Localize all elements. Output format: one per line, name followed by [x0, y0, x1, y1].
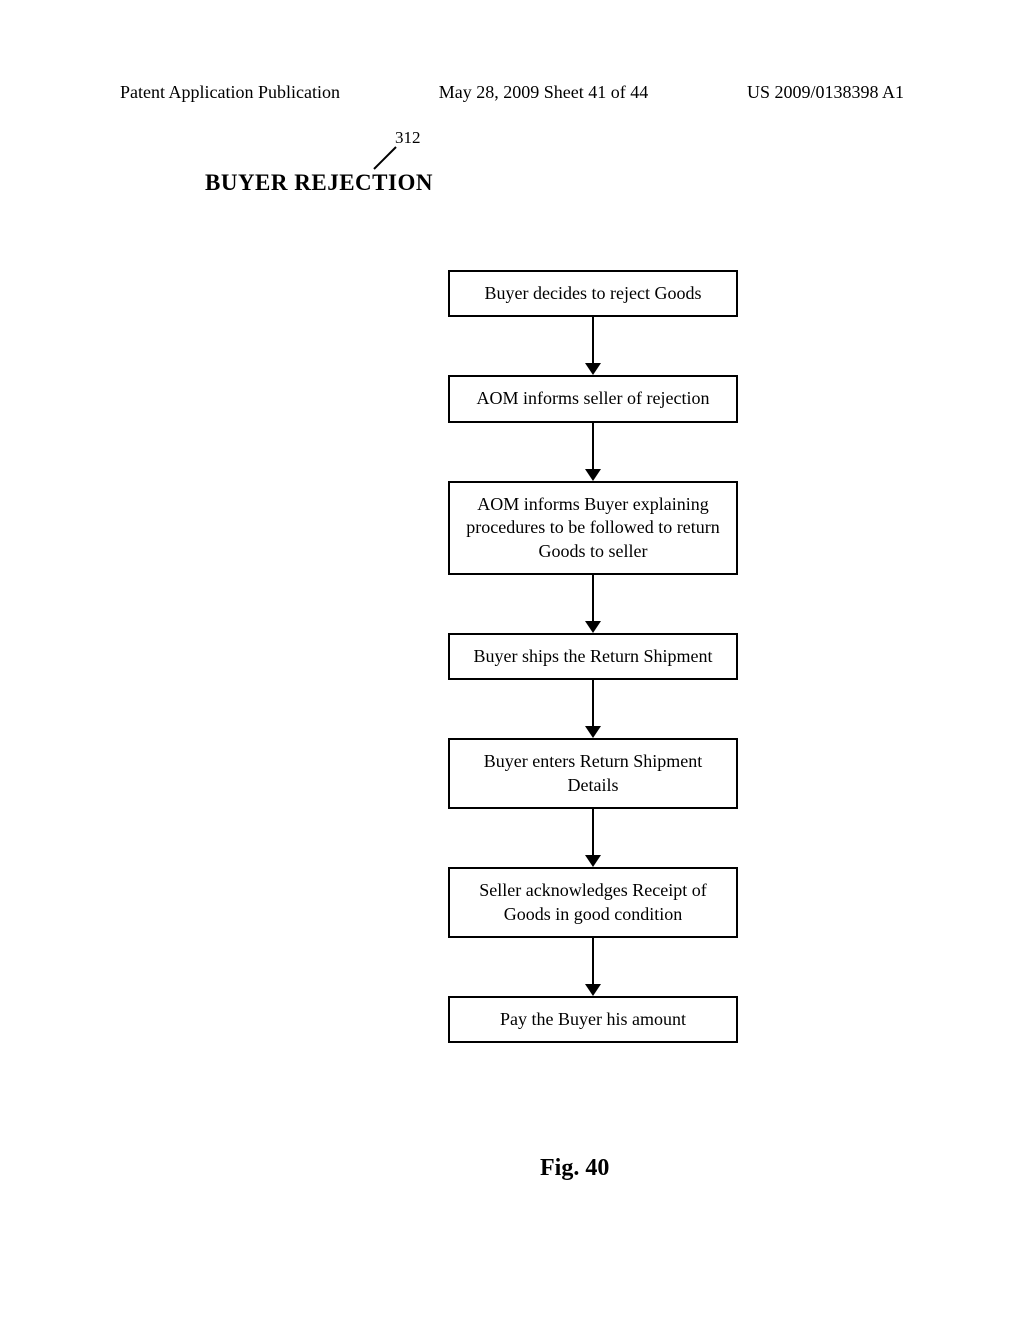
flow-node: Pay the Buyer his amount: [448, 996, 738, 1043]
patent-header: Patent Application Publication May 28, 2…: [0, 82, 1024, 103]
flow-node: Buyer ships the Return Shipment: [448, 633, 738, 680]
flow-arrow: [448, 680, 738, 738]
flow-node-label: Seller acknowledges Receipt of Goods in …: [462, 879, 724, 926]
flow-arrow: [448, 809, 738, 867]
flowchart: Buyer decides to reject Goods AOM inform…: [448, 270, 738, 1043]
flow-node: AOM informs seller of rejection: [448, 375, 738, 422]
diagram-title: BUYER REJECTION: [205, 170, 433, 196]
flow-node: Seller acknowledges Receipt of Goods in …: [448, 867, 738, 938]
flow-node-label: AOM informs Buyer explaining procedures …: [462, 493, 724, 563]
flow-arrow: [448, 938, 738, 996]
flow-node-label: AOM informs seller of rejection: [477, 387, 710, 410]
header-left: Patent Application Publication: [120, 82, 340, 103]
reference-leader-line: [370, 145, 398, 173]
flow-node: AOM informs Buyer explaining procedures …: [448, 481, 738, 575]
flow-arrow: [448, 575, 738, 633]
flow-node-label: Buyer ships the Return Shipment: [474, 645, 713, 668]
flow-node-label: Buyer decides to reject Goods: [485, 282, 702, 305]
flow-node-label: Pay the Buyer his amount: [500, 1008, 686, 1031]
reference-number: 312: [395, 128, 421, 148]
figure-label: Fig. 40: [540, 1155, 609, 1182]
flow-node: Buyer enters Return Shipment Details: [448, 738, 738, 809]
header-center: May 28, 2009 Sheet 41 of 44: [439, 82, 648, 103]
flow-arrow: [448, 423, 738, 481]
header-right: US 2009/0138398 A1: [747, 82, 904, 103]
flow-node-label: Buyer enters Return Shipment Details: [462, 750, 724, 797]
flow-node: Buyer decides to reject Goods: [448, 270, 738, 317]
flow-arrow: [448, 317, 738, 375]
